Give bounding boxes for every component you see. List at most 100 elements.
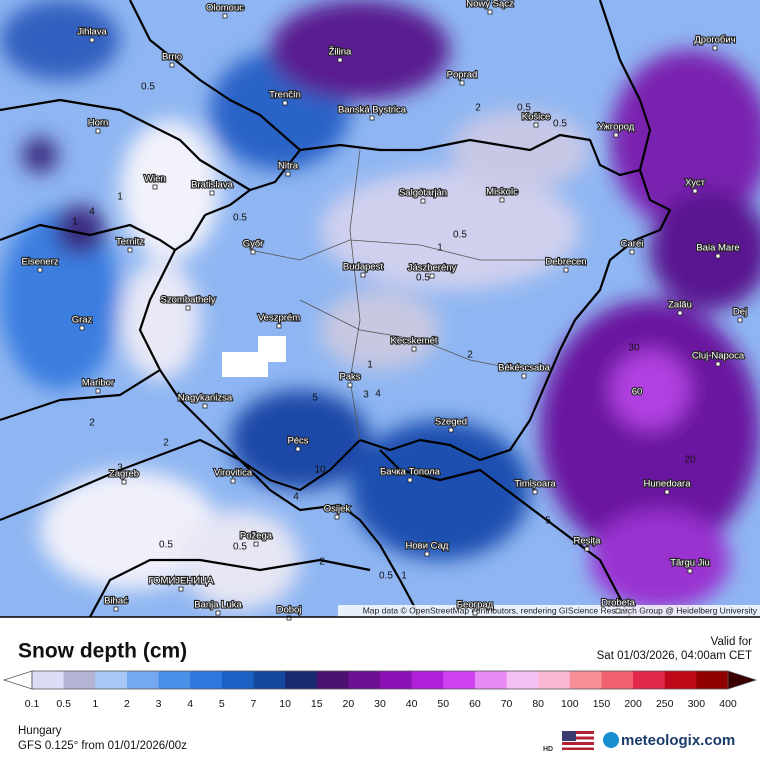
city-label: Žilina [329,47,352,58]
city-label: Košice [522,112,551,123]
city-marker [185,305,191,311]
contour-label: 2 [467,350,473,361]
color-bar-segment [32,671,65,689]
city-marker [424,551,430,557]
city-marker [715,253,721,259]
contour-label: 0.5 [159,540,173,551]
city-label: Nagykanizsa [178,393,233,404]
color-bar-label: 40 [406,698,418,710]
city-label: Reșița [574,536,602,547]
contour-label: 5 [545,516,551,527]
city-marker [347,382,353,388]
color-bar-label: 250 [656,698,674,710]
color-bar-segment [348,671,381,689]
color-bar-label: 10 [279,698,291,710]
city-label: Cluj-Napoca [692,351,745,362]
city-label: Nitra [278,161,299,172]
city-label: Salgótarján [399,188,447,199]
city-label: Ternitz [116,237,144,248]
color-bar-label: 70 [501,698,513,710]
contour-label: 0.5 [233,213,247,224]
city-marker [178,586,184,592]
city-label: Miskolc [486,187,518,198]
city-marker [89,37,95,43]
color-bar-segment [633,671,666,689]
brand: meteologix.com [621,732,735,749]
city-label: Békéscsaba [498,363,550,374]
color-bar-segment [696,671,729,689]
city-marker [121,479,127,485]
city-marker [664,489,670,495]
city-label: Paks [339,372,360,383]
color-bar-label: 5 [219,698,225,710]
contour-label: 5 [312,393,318,404]
city-label: Dej [733,307,747,318]
attribution: Map data © OpenStreetMap contributors, r… [363,605,758,615]
city-marker [499,197,505,203]
city-label: Bihać [104,596,128,607]
contour-label: 1 [72,217,78,228]
city-marker [286,615,292,621]
city-marker [584,546,590,552]
contour-label: 1 [367,360,373,371]
contour-label: 4 [293,492,299,503]
color-bar-label: 1 [92,698,98,710]
map-labels: Olomouc Nowy Sącz Jihlava Brno Žilina Poprad Д… [20,0,748,621]
city-marker [448,427,454,433]
city-marker [487,9,493,15]
city-marker [127,247,133,253]
city-marker [334,514,340,520]
color-bar-segment [506,671,539,689]
country-borders [0,0,672,617]
city-label: Olomouc [206,3,244,14]
city-label: Győr [243,239,264,250]
city-label: Veszprém [258,313,300,324]
color-bar-segment [158,671,191,689]
city-label: Kecskemét [391,336,438,347]
city-label: Szeged [435,417,467,428]
city-marker [169,62,175,68]
color-bar-segment [474,671,508,689]
valid-label: Valid for [711,636,753,648]
no-data-patch [258,336,286,362]
city-label: Jihlava [77,27,107,38]
city-marker [615,608,621,614]
city-label: Banská Bystrica [338,105,407,116]
city-label: Pécs [287,436,308,447]
contour-label: 3 [363,390,369,401]
city-label: Београд [457,600,494,611]
city-label: Graz [72,315,93,326]
contour-label: 2 [89,418,95,429]
city-label: Doboj [277,605,302,616]
color-bar-label: 2 [124,698,130,710]
color-bar-segment [601,671,634,689]
city-marker [282,100,288,106]
color-bar-segment [190,671,223,689]
county-borders [249,149,560,441]
city-marker [532,489,538,495]
city-marker [692,188,698,194]
city-marker [472,610,478,616]
city-marker [285,171,291,177]
model-run: GFS 0.125° from 01/01/2026/00z [18,740,187,752]
city-label: Drobeta [601,598,636,609]
hd-badge: HD [543,746,553,753]
logo: HD meteologix.com [543,731,735,753]
city-label: Banja Luka [194,600,242,611]
contour-label: 0.5 [517,103,531,114]
city-marker [459,80,465,86]
color-bar-label: 7 [251,698,257,710]
city-label: Târgu Jiu [670,558,710,569]
color-bar: 0.1 0.5 1 2 3 4 5 7 10 15 20 30 40 50 60 70 80 100 150 200 2… [2,670,758,710]
contour-label: 1 [437,243,443,254]
city-label: Zagreb [109,469,139,480]
city-marker [629,249,635,255]
city-label: Timișoara [514,479,556,490]
city-marker [420,198,426,204]
color-bar-segment [569,671,602,689]
city-marker [411,346,417,352]
contour-label: 0.5 [453,230,467,241]
contour-label: 1 [117,192,123,203]
city-marker [37,267,43,273]
